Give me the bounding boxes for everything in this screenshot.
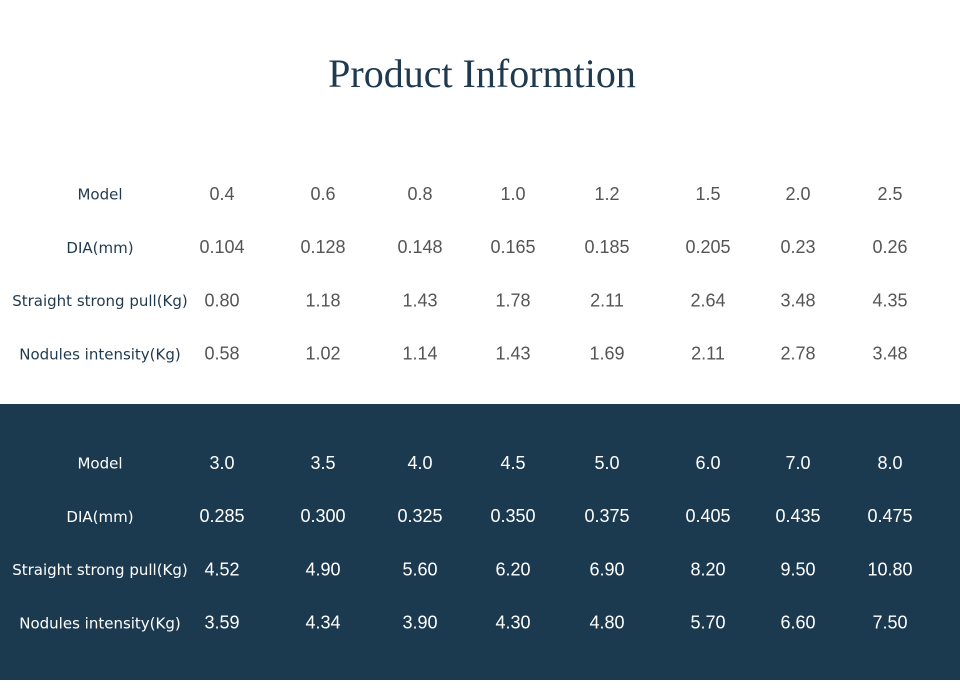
cell: 0.300 [300, 506, 345, 526]
cell: 0.23 [780, 237, 815, 257]
cell: 3.48 [780, 290, 815, 310]
cell: 5.70 [690, 613, 725, 633]
cell: 3.90 [402, 613, 437, 633]
cell: 4.35 [872, 290, 907, 310]
cell: 8.20 [690, 559, 725, 579]
cell: 3.0 [209, 453, 234, 473]
cell: 0.8 [407, 184, 432, 204]
cell: 0.435 [775, 506, 820, 526]
cell: 1.0 [500, 184, 525, 204]
cell: 0.128 [300, 237, 345, 257]
cell: 1.14 [402, 344, 437, 364]
cell: 7.50 [872, 613, 907, 633]
cell: 0.26 [872, 237, 907, 257]
cell: 0.6 [310, 184, 335, 204]
cell: 4.0 [407, 453, 432, 473]
cell: 0.350 [490, 506, 535, 526]
cell: 2.11 [691, 344, 725, 364]
cell: 6.90 [589, 559, 624, 579]
cell: 0.405 [685, 506, 730, 526]
cell: 4.5 [500, 453, 525, 473]
cell: 1.43 [495, 344, 530, 364]
row-label: Straight strong pull(Kg) [12, 561, 188, 579]
cell: 10.80 [867, 559, 912, 579]
cell: 0.205 [685, 237, 730, 257]
cell: 8.0 [877, 453, 902, 473]
cell: 0.80 [204, 290, 239, 310]
cell: 2.0 [785, 184, 810, 204]
cell: 4.34 [305, 613, 340, 633]
cell: 0.325 [397, 506, 442, 526]
row-label: DIA(mm) [66, 508, 133, 526]
cell: 2.11 [590, 290, 624, 310]
cell: 1.02 [305, 344, 340, 364]
cell: 6.60 [780, 613, 815, 633]
cell: 3.59 [204, 613, 239, 633]
cell: 1.43 [402, 290, 437, 310]
cell: 0.185 [584, 237, 629, 257]
cell: 2.5 [877, 184, 902, 204]
cell: 3.5 [310, 453, 335, 473]
cell: 0.375 [584, 506, 629, 526]
cell: 1.2 [594, 184, 619, 204]
cell: 7.0 [785, 453, 810, 473]
row-label: DIA(mm) [66, 239, 133, 257]
cell: 0.475 [867, 506, 912, 526]
cell: 4.80 [589, 613, 624, 633]
cell: 2.78 [780, 344, 815, 364]
dark-band [0, 404, 960, 680]
cell: 4.90 [305, 559, 340, 579]
page-title: Product Informtion [328, 51, 636, 96]
cell: 4.52 [204, 559, 239, 579]
cell: 5.60 [402, 559, 437, 579]
cell: 3.48 [872, 344, 907, 364]
cell: 9.50 [780, 559, 815, 579]
row-label: Model [77, 186, 122, 204]
cell: 1.18 [305, 290, 340, 310]
cell: 0.4 [209, 184, 234, 204]
cell: 0.165 [490, 237, 535, 257]
cell: 0.285 [199, 506, 244, 526]
cell: 0.148 [397, 237, 442, 257]
cell: 0.104 [199, 237, 244, 257]
cell: 6.20 [495, 559, 530, 579]
row-label: Nodules intensity(Kg) [19, 345, 181, 363]
row-label: Straight strong pull(Kg) [12, 292, 188, 310]
cell: 2.64 [690, 290, 725, 310]
row-label: Nodules intensity(Kg) [19, 614, 181, 632]
cell: 5.0 [594, 453, 619, 473]
cell: 1.78 [495, 290, 530, 310]
cell: 4.30 [495, 613, 530, 633]
cell: 0.58 [204, 344, 239, 364]
cell: 6.0 [695, 453, 720, 473]
cell: 1.5 [695, 184, 720, 204]
cell: 1.69 [589, 344, 624, 364]
row-label: Model [77, 455, 122, 473]
